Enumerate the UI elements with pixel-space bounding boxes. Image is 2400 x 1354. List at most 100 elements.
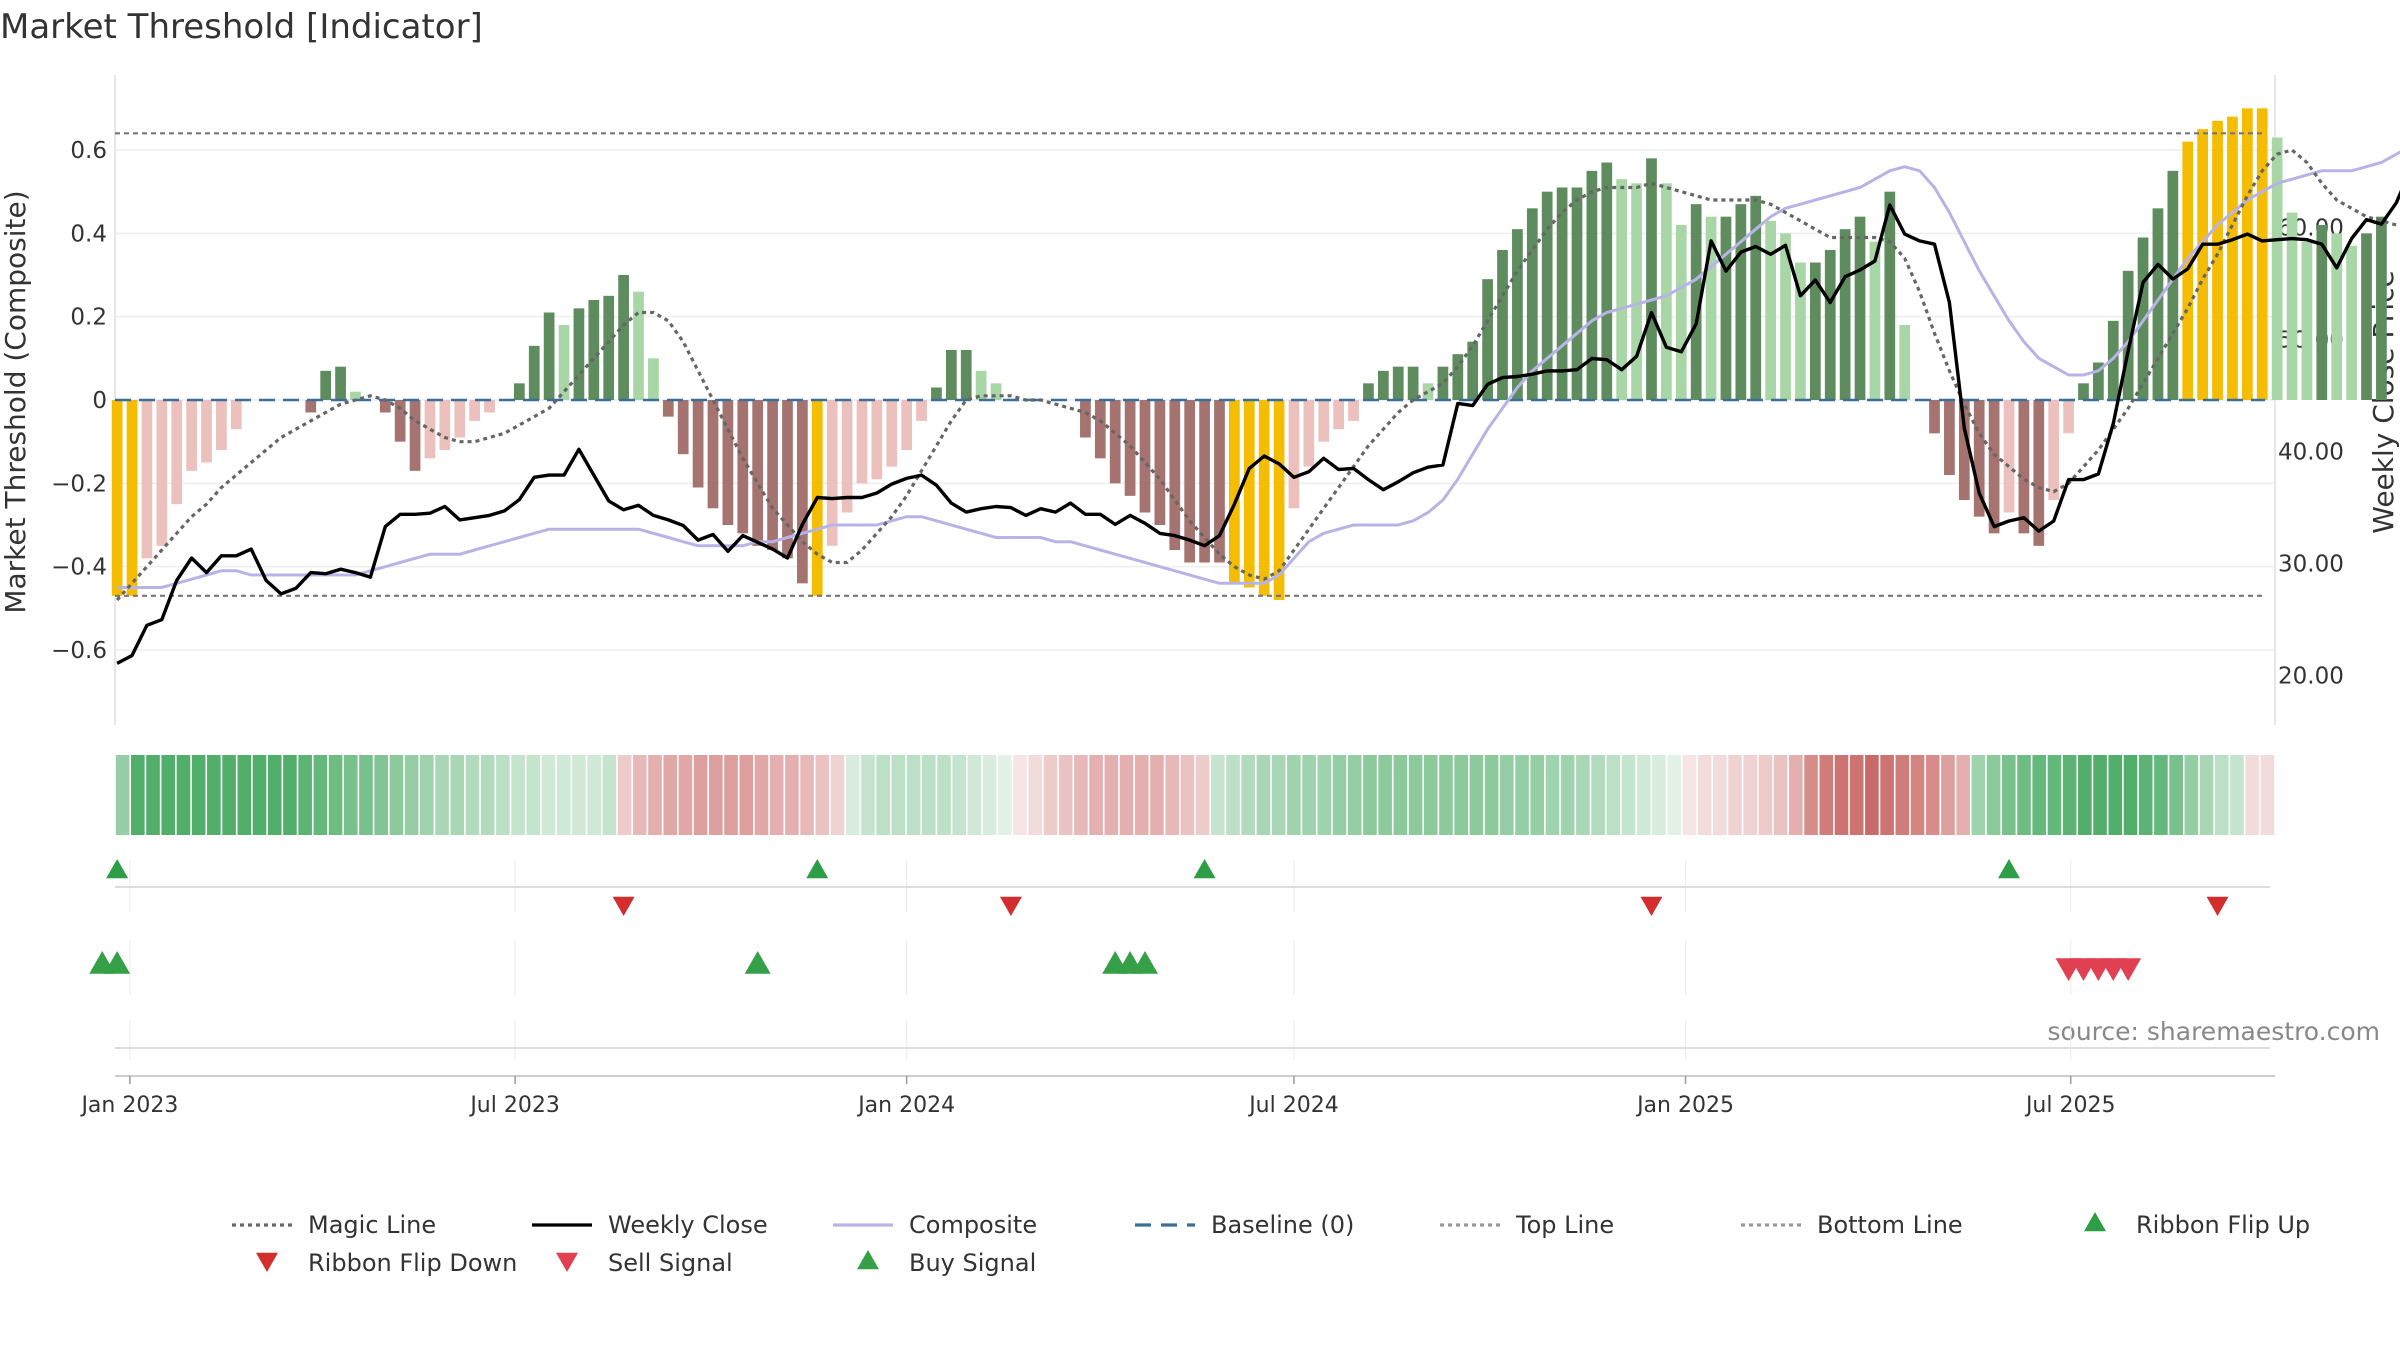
composite-bar: [335, 366, 346, 400]
composite-bar: [2152, 208, 2164, 400]
ribbon-flip-down-marker: [999, 896, 1022, 916]
composite-bar: [379, 400, 391, 413]
ribbon-flip-down-marker: [1640, 896, 1663, 916]
composite-bar: [484, 400, 495, 413]
composite-bar: [1407, 366, 1419, 400]
composite-bar: [1526, 208, 1538, 400]
composite-bar: [156, 400, 168, 546]
composite-bar: [558, 325, 570, 400]
x-tick-label: Jan 2025: [1635, 1093, 1734, 1118]
ribbon-cell: [176, 755, 191, 835]
composite-bar: [1541, 191, 1553, 400]
composite-bar: [1809, 262, 1821, 400]
ribbon-cell: [480, 755, 495, 835]
composite-bar: [1839, 229, 1851, 400]
chart-title: Market Threshold [Indicator]: [0, 7, 483, 47]
ribbon-cell: [237, 755, 252, 835]
ribbon-cell: [1074, 755, 1088, 835]
composite-bar: [1586, 170, 1598, 400]
composite-bar: [1824, 250, 1836, 400]
ribbon-cell: [663, 755, 678, 835]
legend-label: Composite: [909, 1211, 1037, 1239]
composite-bar: [2331, 233, 2343, 400]
ribbon-cell: [1682, 755, 1697, 835]
ribbon-cell: [222, 755, 236, 835]
legend-marker: [256, 1252, 278, 1272]
ribbon-cell: [709, 755, 723, 835]
ribbon-cell: [754, 755, 769, 835]
ribbon-cell: [1439, 755, 1453, 835]
composite-bar: [1631, 183, 1642, 400]
ribbon-cell: [617, 755, 632, 835]
composite-bar: [350, 391, 361, 400]
y-tick-label-right: 30.00: [2278, 552, 2344, 578]
composite-bar: [2107, 320, 2119, 400]
main-panel: 0.60.40.20−0.2−0.4−0.660.0050.0040.0030.…: [51, 75, 2400, 725]
legend-item: Top Line: [1440, 1211, 1614, 1239]
ribbon-cell: [937, 755, 951, 835]
x-axis: Jan 2023 Jul 2023 Jan 2024 Jul 2024 Jan 2025…: [79, 1076, 2115, 1118]
composite-bar: [2271, 137, 2283, 400]
composite-bar: [1199, 400, 1210, 563]
ribbon-cell: [374, 755, 389, 835]
composite-bar: [648, 358, 659, 400]
composite-bar: [1080, 400, 1091, 438]
composite-bar: [603, 295, 615, 400]
ribbon-cell: [298, 755, 312, 835]
ribbon-cell: [1530, 755, 1545, 835]
ribbon-cell: [572, 755, 586, 835]
composite-bar: [1318, 400, 1330, 442]
composite-bar: [1229, 400, 1240, 584]
ribbon-cell: [1819, 755, 1834, 835]
ribbon-cell: [1971, 755, 1986, 835]
ribbon-cell: [420, 755, 434, 835]
ribbon-cell: [1302, 755, 1316, 835]
ribbon-cell: [1621, 755, 1636, 835]
y-tick-label-left: −0.4: [51, 555, 107, 581]
composite-bar: [1616, 179, 1628, 400]
signal-panels: [89, 859, 2275, 1077]
ribbon-flip-down-marker: [612, 896, 635, 916]
composite-bar: [797, 400, 808, 584]
y-tick-label-left: 0: [92, 388, 107, 414]
composite-bar: [1690, 204, 1702, 400]
ribbon-cell: [2062, 755, 2077, 835]
composite-bar: [1958, 400, 1970, 500]
ribbon-cell: [1500, 755, 1514, 835]
y-tick-label-left: 0.6: [70, 138, 107, 164]
ribbon-cell: [1271, 755, 1286, 835]
ribbon-cell: [2108, 755, 2123, 835]
composite-bar: [2346, 245, 2357, 400]
ribbon-cell: [1652, 755, 1666, 835]
ribbon-cell: [1758, 755, 1773, 835]
y-axis-label-left: Market Threshold (Composite): [0, 190, 32, 613]
composite-bar: [171, 400, 183, 505]
ribbon-cell: [1895, 755, 1910, 835]
composite-bar: [439, 400, 451, 450]
ribbon-cell: [648, 755, 662, 835]
ribbon-cell: [1393, 755, 1408, 835]
ribbon-cell: [845, 755, 860, 835]
legend-label: Buy Signal: [909, 1249, 1036, 1277]
composite-bar: [528, 345, 540, 400]
composite-bar: [871, 400, 883, 480]
composite-bar: [1854, 216, 1866, 400]
ribbon-cell: [283, 755, 297, 835]
ribbon-cell: [1241, 755, 1256, 835]
y-tick-label-right: 40.00: [2278, 440, 2344, 466]
ribbon-cell: [769, 755, 784, 835]
ribbon-cell: [678, 755, 693, 835]
composite-bar: [1646, 158, 1657, 400]
composite-bar: [1452, 354, 1464, 400]
composite-bar: [2376, 216, 2387, 400]
buy-signal-marker: [104, 951, 131, 974]
composite-bar: [2227, 116, 2238, 401]
composite-bar: [856, 400, 868, 484]
legend-marker: [556, 1252, 578, 1272]
legend-item: Magic Line: [232, 1211, 436, 1239]
ribbon-cell: [1743, 755, 1758, 835]
composite-bar: [1273, 400, 1285, 600]
composite-bar: [886, 400, 898, 467]
ribbon-cell: [1347, 755, 1362, 835]
